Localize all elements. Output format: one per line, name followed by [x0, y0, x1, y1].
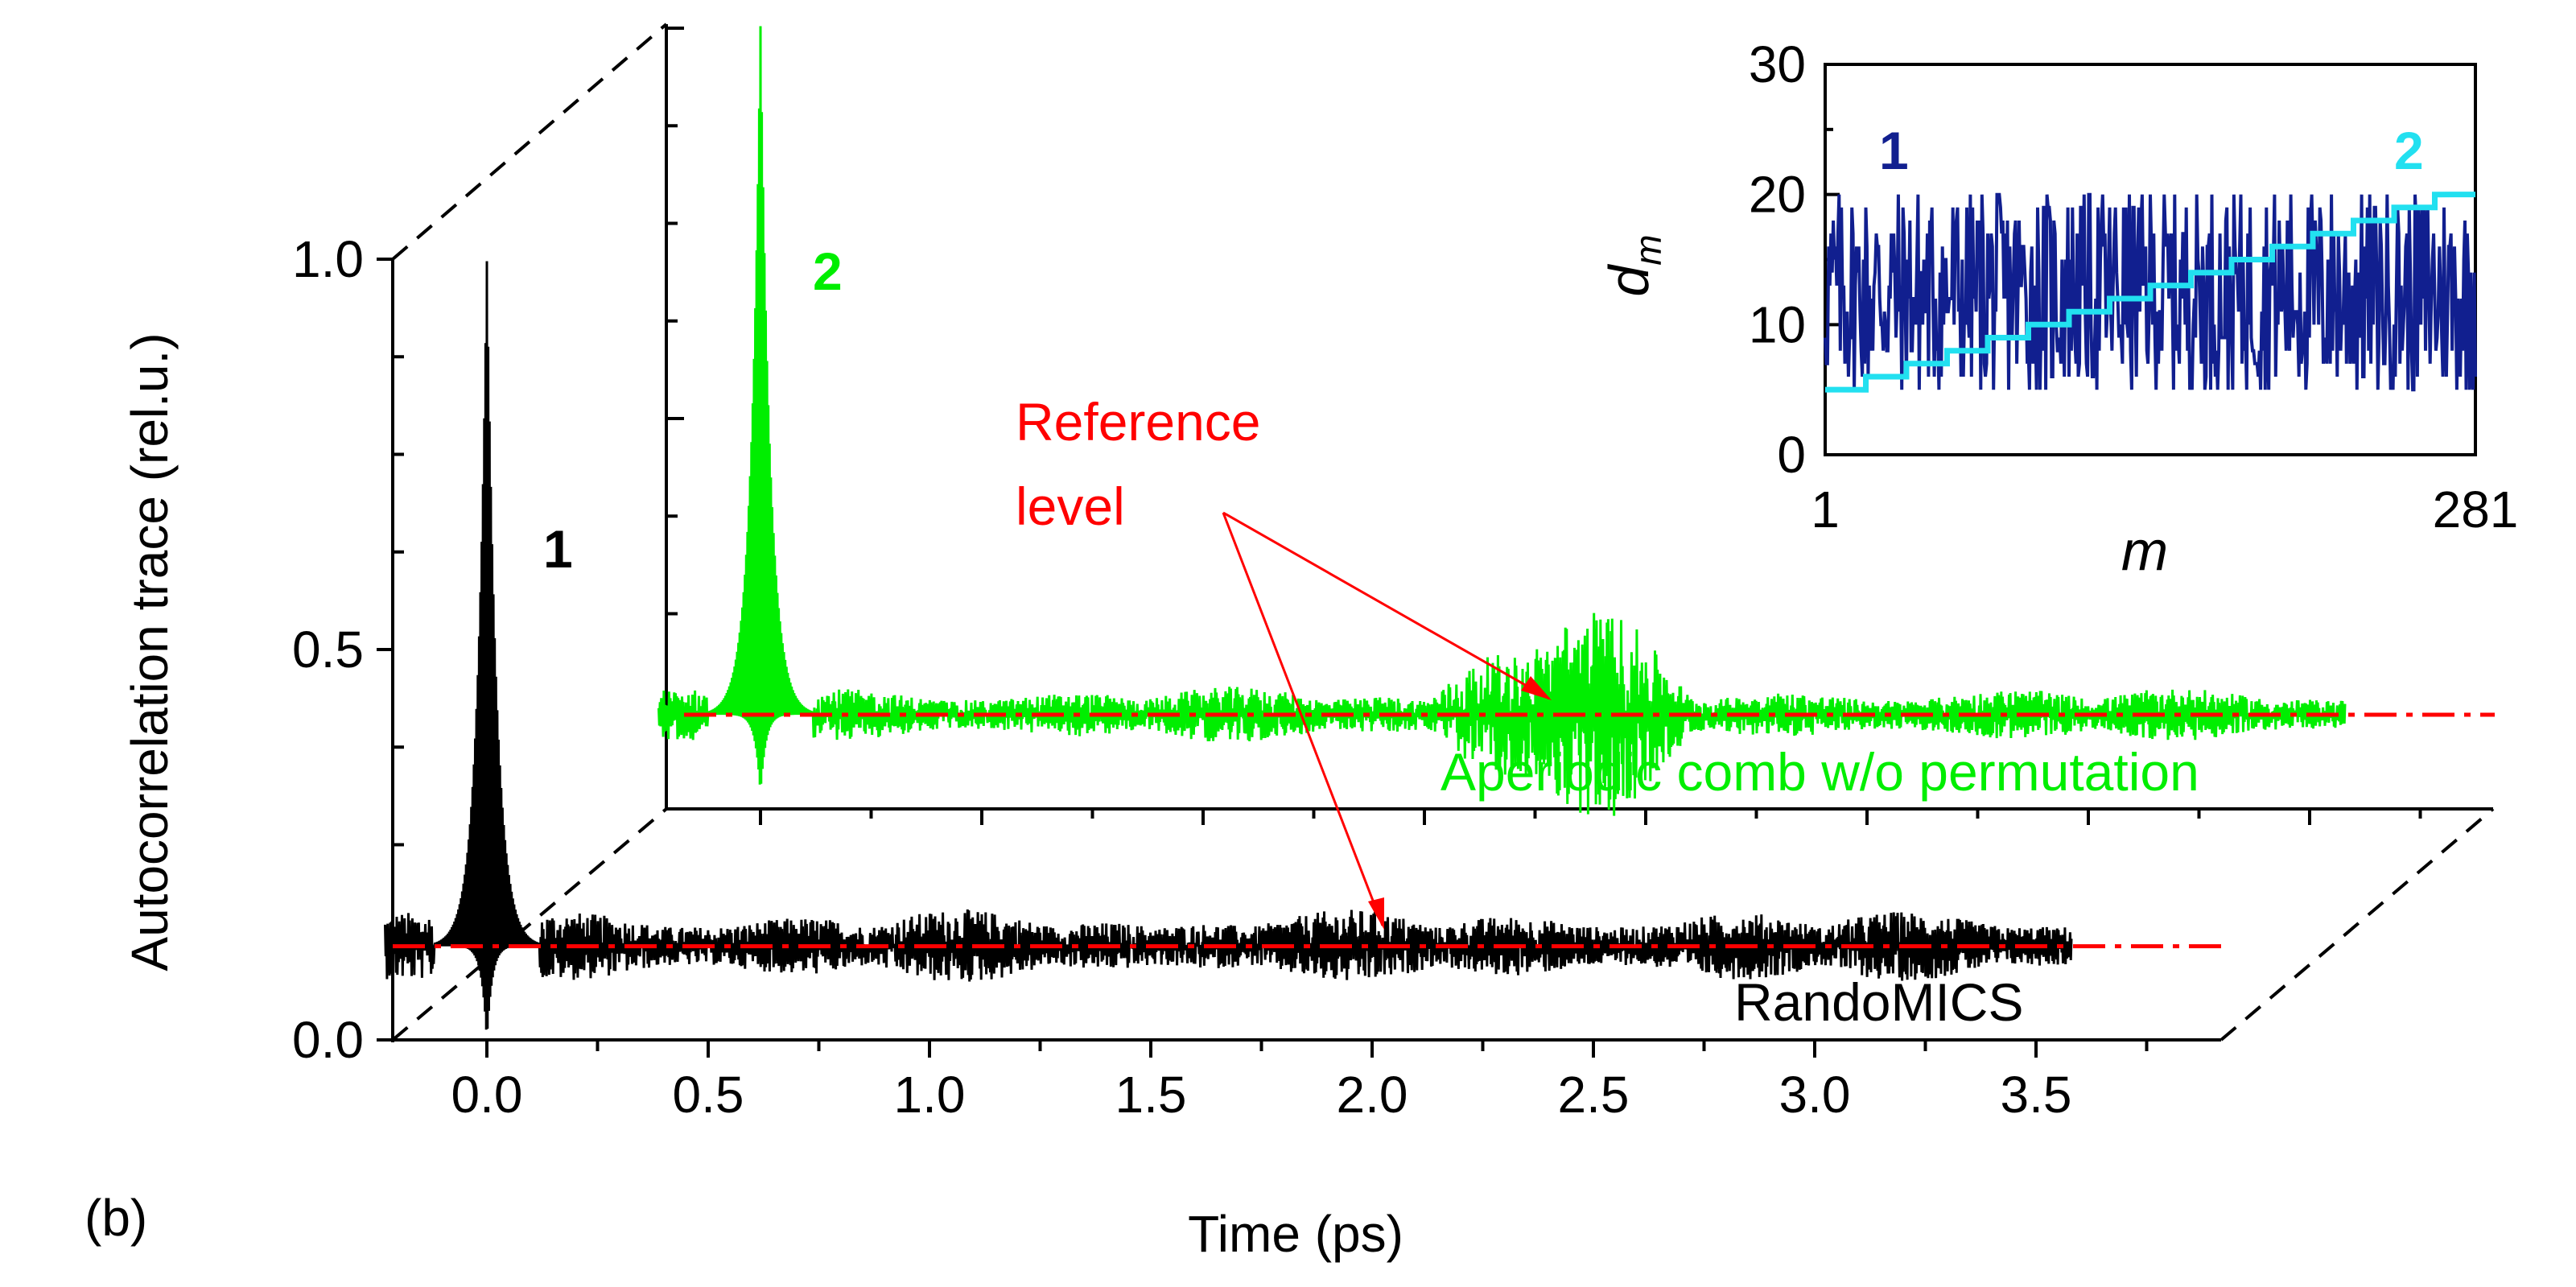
front-y-tick-label: 1.0	[292, 230, 364, 288]
inset-series1-label: 1	[1879, 121, 1909, 180]
front-y-tick-label: 0.0	[292, 1011, 364, 1069]
front-x-tick-label: 3.5	[2001, 1066, 2072, 1124]
perspective-connectors	[391, 23, 2495, 1042]
trace1-line	[384, 261, 2073, 1030]
inset-y-tick-label: 20	[1749, 166, 1806, 224]
back-panel-x-ticks	[759, 809, 2422, 825]
inset-y-tick-label: 30	[1749, 35, 1806, 93]
inset-y-tick-label: 10	[1749, 295, 1806, 353]
front-y-tick-label: 0.5	[292, 621, 364, 679]
inset-x-tick-label: 1	[1811, 481, 1840, 538]
front-x-tick-label: 2.5	[1558, 1066, 1630, 1124]
inset-y-label: dm	[1597, 234, 1669, 296]
arrow-head-trace2	[1521, 676, 1552, 700]
front-panel: 0.0 0.5 1.0 0.0 0.5 1.0 1.5 2.0 2.5 3.0 3.5	[292, 230, 2221, 1124]
inset-x-tick-label: 281	[2433, 481, 2519, 538]
front-panel-y-ticks: 0.0 0.5 1.0	[292, 230, 404, 1069]
series1-name-label: RandoMICS	[1734, 972, 2024, 1032]
series1-number-label: 1	[543, 519, 573, 579]
front-panel-x-ticks: 0.0 0.5 1.0 1.5 2.0 2.5 3.0 3.5	[451, 1040, 2149, 1124]
inset-y-label-main: d	[1597, 264, 1660, 297]
front-x-tick-label: 2.0	[1337, 1066, 1408, 1124]
front-x-tick-label: 0.0	[451, 1066, 523, 1124]
front-x-tick-label: 1.5	[1115, 1066, 1187, 1124]
inset-ticks: 0 10 20 30 1 281	[1749, 35, 2519, 538]
arrow-head-trace1	[1368, 897, 1384, 930]
arrow-to-trace1	[1222, 512, 1384, 926]
inset-series2-line	[1824, 192, 2476, 393]
reference-label-line1: Reference	[1016, 392, 1261, 452]
arrow-to-trace2	[1222, 511, 1550, 700]
series2-number-label: 2	[813, 241, 843, 301]
x-axis-label: Time (ps)	[1188, 1205, 1403, 1263]
inset-x-label: m	[2121, 519, 2168, 582]
series2-name-label: Aperiodic comb w/o permutation	[1440, 742, 2199, 802]
front-x-tick-label: 0.5	[673, 1066, 744, 1124]
connector-bottom-right	[2219, 807, 2495, 1042]
reference-arrows	[1222, 511, 1552, 930]
y-axis-label: Autocorrelation trace (rel.u.)	[121, 332, 179, 971]
front-x-tick-label: 1.0	[894, 1066, 966, 1124]
connector-top	[391, 23, 668, 261]
inset-y-tick-label: 0	[1777, 426, 1806, 484]
connector-bottom-left	[391, 807, 668, 1042]
back-panel	[665, 24, 2493, 825]
svg-text:dm: dm	[1597, 234, 1669, 296]
reference-label-line2: level	[1016, 476, 1125, 536]
inset-series1-line	[1824, 192, 2477, 392]
front-x-tick-label: 3.0	[1779, 1066, 1851, 1124]
back-panel-y-ticks	[666, 27, 684, 811]
inset-series2-label: 2	[2394, 121, 2424, 180]
trace2-line	[657, 26, 2347, 816]
inset-y-label-sub: m	[1627, 234, 1669, 265]
panel-label: (b)	[84, 1189, 147, 1247]
